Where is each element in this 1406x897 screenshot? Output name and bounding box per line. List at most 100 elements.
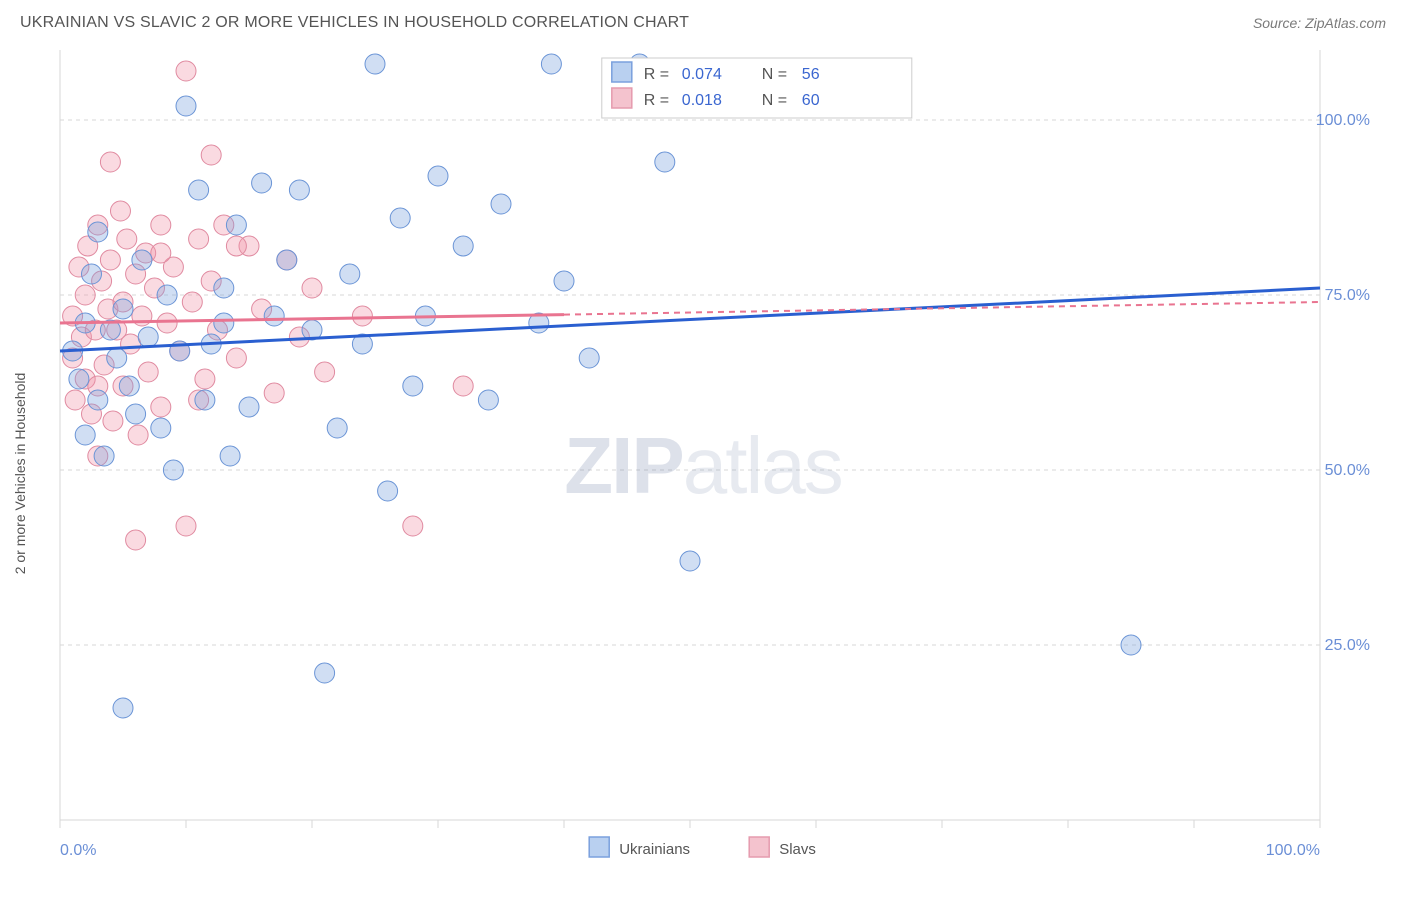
slv-point [157,313,177,333]
ukr-point [126,404,146,424]
ukr-point [138,327,158,347]
ukr-point [94,446,114,466]
legend-n-label: N = [762,92,787,109]
ukr-point [478,390,498,410]
slv-point [103,411,123,431]
y-tick-label: 50.0% [1325,462,1370,479]
slv-point [315,362,335,382]
chart-source: Source: ZipAtlas.com [1253,15,1386,31]
ukr-point [163,460,183,480]
ukr-point [119,376,139,396]
legend-r-value: 0.074 [682,66,722,83]
legend-r-value: 0.018 [682,92,722,109]
ukr-point [655,152,675,172]
y-tick-label: 25.0% [1325,637,1370,654]
slv-point [176,61,196,81]
x-label-right: 100.0% [1266,842,1320,859]
bottom-legend-label: Slavs [779,841,816,858]
ukr-point [132,250,152,270]
ukr-point [252,173,272,193]
ukr-point [277,250,297,270]
legend-swatch-slv [612,88,632,108]
slv-point [128,425,148,445]
ukr-point [157,285,177,305]
ukr-point [226,215,246,235]
slv-point [126,530,146,550]
y-axis-label: 2 or more Vehicles in Household [12,373,28,575]
slv-point [151,397,171,417]
slv-point [226,348,246,368]
ukr-point [239,397,259,417]
ukr-point [220,446,240,466]
slv-point [182,292,202,312]
ukr-point [289,180,309,200]
ukr-point [214,278,234,298]
slv-point [302,278,322,298]
slv-point [264,383,284,403]
ukr-point [428,166,448,186]
bottom-legend-swatch-ukr [589,837,609,857]
ukr-point [315,663,335,683]
ukr-point [403,376,423,396]
slv-point [138,362,158,382]
legend-n-value: 60 [802,92,820,109]
ukr-point [390,208,410,228]
legend-n-label: N = [762,66,787,83]
slv-point [226,236,246,256]
slv-point [151,215,171,235]
legend-r-label: R = [644,92,669,109]
chart-area: 25.0% 50.0% 75.0% 100.0% 0.0% 100.0% 2 or more… [0,40,1406,892]
slv-point [75,285,95,305]
slv-point [201,145,221,165]
ukr-point [365,54,385,74]
ukr-point [491,194,511,214]
y-tick-label: 100.0% [1316,112,1370,129]
ukr-point [1121,635,1141,655]
ukr-point [214,313,234,333]
y-tick-label: 75.0% [1325,287,1370,304]
ukr-point [113,698,133,718]
slv-point [352,306,372,326]
ukr-point [680,551,700,571]
source-name: ZipAtlas.com [1305,15,1386,31]
slv-point [453,376,473,396]
legend-n-value: 56 [802,66,820,83]
slv-trend-line-dashed [564,302,1320,315]
slv-point [117,229,137,249]
ukr-point [107,348,127,368]
slv-point [176,516,196,536]
bottom-legend-swatch-slv [749,837,769,857]
source-prefix: Source: [1253,15,1305,31]
ukr-point [82,264,102,284]
slv-point [100,152,120,172]
ukr-point [113,299,133,319]
ukr-point [88,222,108,242]
ukr-point [378,481,398,501]
x-label-left: 0.0% [60,842,96,859]
slv-point [110,201,130,221]
slv-point [65,390,85,410]
ukr-point [541,54,561,74]
slv-point [100,250,120,270]
ukr-point [75,425,95,445]
ukr-point [327,418,347,438]
legend-r-label: R = [644,66,669,83]
ukr-point [189,180,209,200]
ukr-point [151,418,171,438]
ukr-point [554,271,574,291]
chart-title: UKRAINIAN VS SLAVIC 2 OR MORE VEHICLES I… [20,14,689,32]
ukr-point [176,96,196,116]
slv-point [151,243,171,263]
scatter-chart-svg: 25.0% 50.0% 75.0% 100.0% 0.0% 100.0% 2 or more… [0,40,1406,892]
ukr-point [195,390,215,410]
ukr-point [579,348,599,368]
slv-point [195,369,215,389]
legend-swatch-ukr [612,62,632,82]
ukr-point [264,306,284,326]
ukr-point [453,236,473,256]
bottom-legend-label: Ukrainians [619,841,690,858]
slv-point [189,229,209,249]
ukr-point [88,390,108,410]
ukr-point [340,264,360,284]
slv-point [403,516,423,536]
